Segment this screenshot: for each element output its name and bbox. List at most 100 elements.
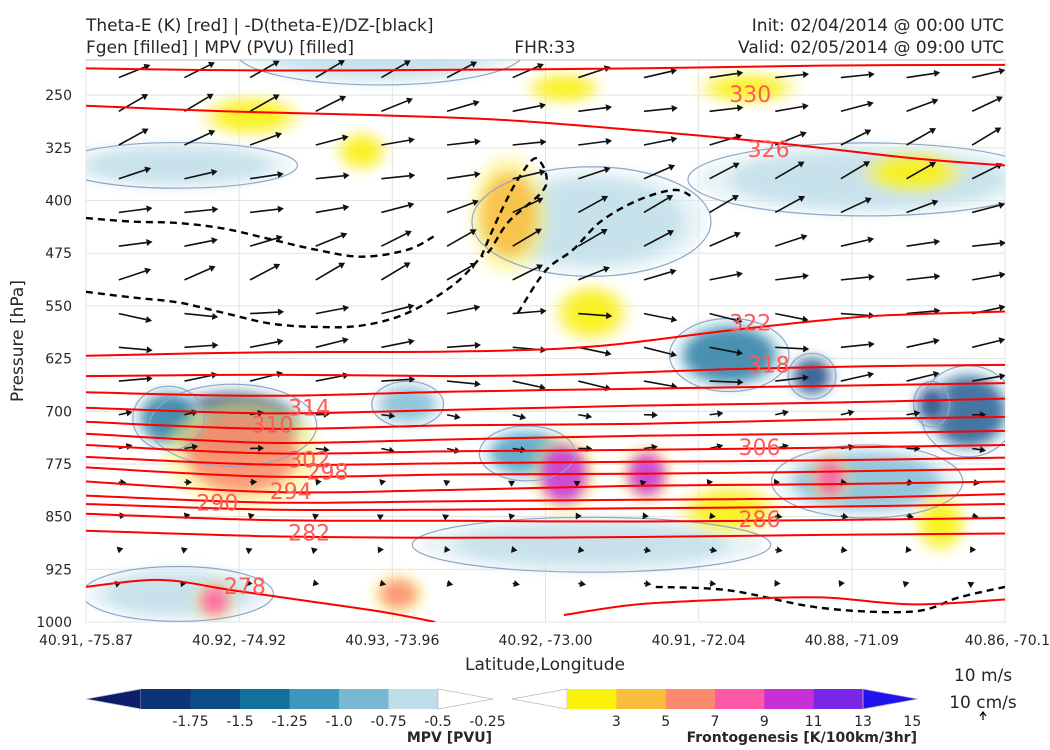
colorbar-segment [289,689,340,709]
mpv-contour-line [912,380,951,428]
y-tick-label: 325 [45,141,72,157]
wind-vector-shaft [775,412,784,416]
mpv-region-core [86,147,270,183]
colorbar-tick-label: 15 [903,714,921,730]
wind-vector-shaft [709,412,718,416]
wind-vector-head [540,307,547,315]
wind-vector-head [642,512,649,520]
wind-vector-head [277,171,284,179]
theta-e-label: 278 [224,575,266,600]
wind-vector-head [710,546,718,554]
colorbar-tick-label: -0.25 [469,714,505,730]
wind-vector-head [736,349,744,356]
wind-vector-head [403,262,411,269]
wind-vector-shaft [840,312,869,317]
wind-vector-head [799,131,807,138]
wind-vector-shaft [512,231,538,247]
mpv-contour-line [471,166,712,277]
wind-vector-head [207,61,215,69]
wind-vector-head [508,513,516,521]
mpv-region-core [274,60,486,78]
wind-vector-head [474,171,481,179]
theta-e-label: 302 [288,448,330,473]
wind-vector-shaft [972,242,1001,247]
wind-vector-head [602,266,610,273]
wind-vector-shaft [643,446,652,450]
wind-vector-head [469,229,477,236]
wind-vector-shaft [840,131,867,146]
wind-vector-shaft [315,265,341,281]
wind-vector-head [311,547,318,555]
x-tick-label: 40.92, -74.92 [192,633,286,649]
wind-vector-shaft [906,310,935,315]
wind-vector-shaft [971,70,1000,79]
colorbar-segment [616,689,667,709]
wind-vector-shaft [840,163,866,180]
mpv-contour-line [239,60,521,86]
wind-vector-shaft [315,447,324,451]
wind-vector-shaft [381,306,409,315]
wind-vector-head [323,446,330,453]
wind-vector-head [737,104,744,112]
theta-e-label: 322 [729,311,771,336]
wind-vector-head [970,546,977,554]
mpv-region-core [793,358,831,394]
colorbar-tick-label: 3 [612,714,621,730]
x-tick-label: 40.86, -70.1 [965,633,1050,649]
wind-vector-shaft [709,107,738,113]
fgen-region-core [563,291,620,334]
wind-vector-head [442,514,450,521]
wind-vector-head [472,199,479,207]
wind-vector-head [863,161,871,168]
wind-vector-head [508,480,516,487]
title-center-forecast-hour: FHR:33 [514,38,575,58]
wind-vector-shaft [774,163,800,180]
wind-vector-shaft [774,198,801,214]
wind-vector-head [732,162,740,169]
wind-vector-head [868,71,875,79]
mpv-contour-line [478,425,576,482]
theta-e-contour [86,310,1005,357]
wind-vector-shaft [446,231,472,247]
wind-vector-head [867,371,875,379]
wind-vector-head [782,409,789,417]
wind-vector-shaft [249,134,277,146]
wind-vector-shaft [775,105,803,113]
wind-vector-head [867,100,874,108]
wind-vector-head [933,238,941,246]
wind-vector-head [191,443,199,451]
wind-vector-head [146,346,153,354]
wind-vector-shaft [578,106,607,113]
wind-vector-shaft [381,413,390,417]
colorbar-tick-label: -0.75 [370,714,406,730]
wind-vector-head [802,272,809,280]
mpv-contour-line [687,142,1005,217]
wind-vector-shaft [971,165,998,180]
wind-vector-shaft [184,171,212,180]
wind-vector-head [605,349,612,357]
wind-vector-head [407,303,415,311]
wind-vector-head [775,512,783,520]
wind-vector-head [803,345,810,353]
wind-vector-head [342,304,350,312]
wind-vector-shaft [578,346,606,354]
wind-vector-shaft [971,129,997,146]
title-right-valid: Valid: 02/05/2014 @ 09:00 UTC [738,38,1004,58]
theta-e-contour [86,63,1005,72]
wind-vector-shaft [971,204,1000,214]
wind-vector-shaft [315,206,344,214]
wind-vector-shaft [512,141,541,146]
colorbar-extend-right [437,688,494,710]
wind-vector-shaft [315,98,342,112]
wind-vector-head [277,308,285,316]
wind-vector-head [144,166,152,174]
colorbar-tick-label: -0.5 [424,714,451,730]
wind-vector-head [731,195,739,202]
wind-vector-head [312,513,320,521]
wind-vector-head [585,412,593,420]
wind-vector-head [998,304,1005,312]
mpv-region-core [931,376,1005,447]
wind-vector-head [272,94,280,101]
x-tick-label: 40.91, -72.04 [652,633,746,649]
wind-vector-head [536,63,544,70]
